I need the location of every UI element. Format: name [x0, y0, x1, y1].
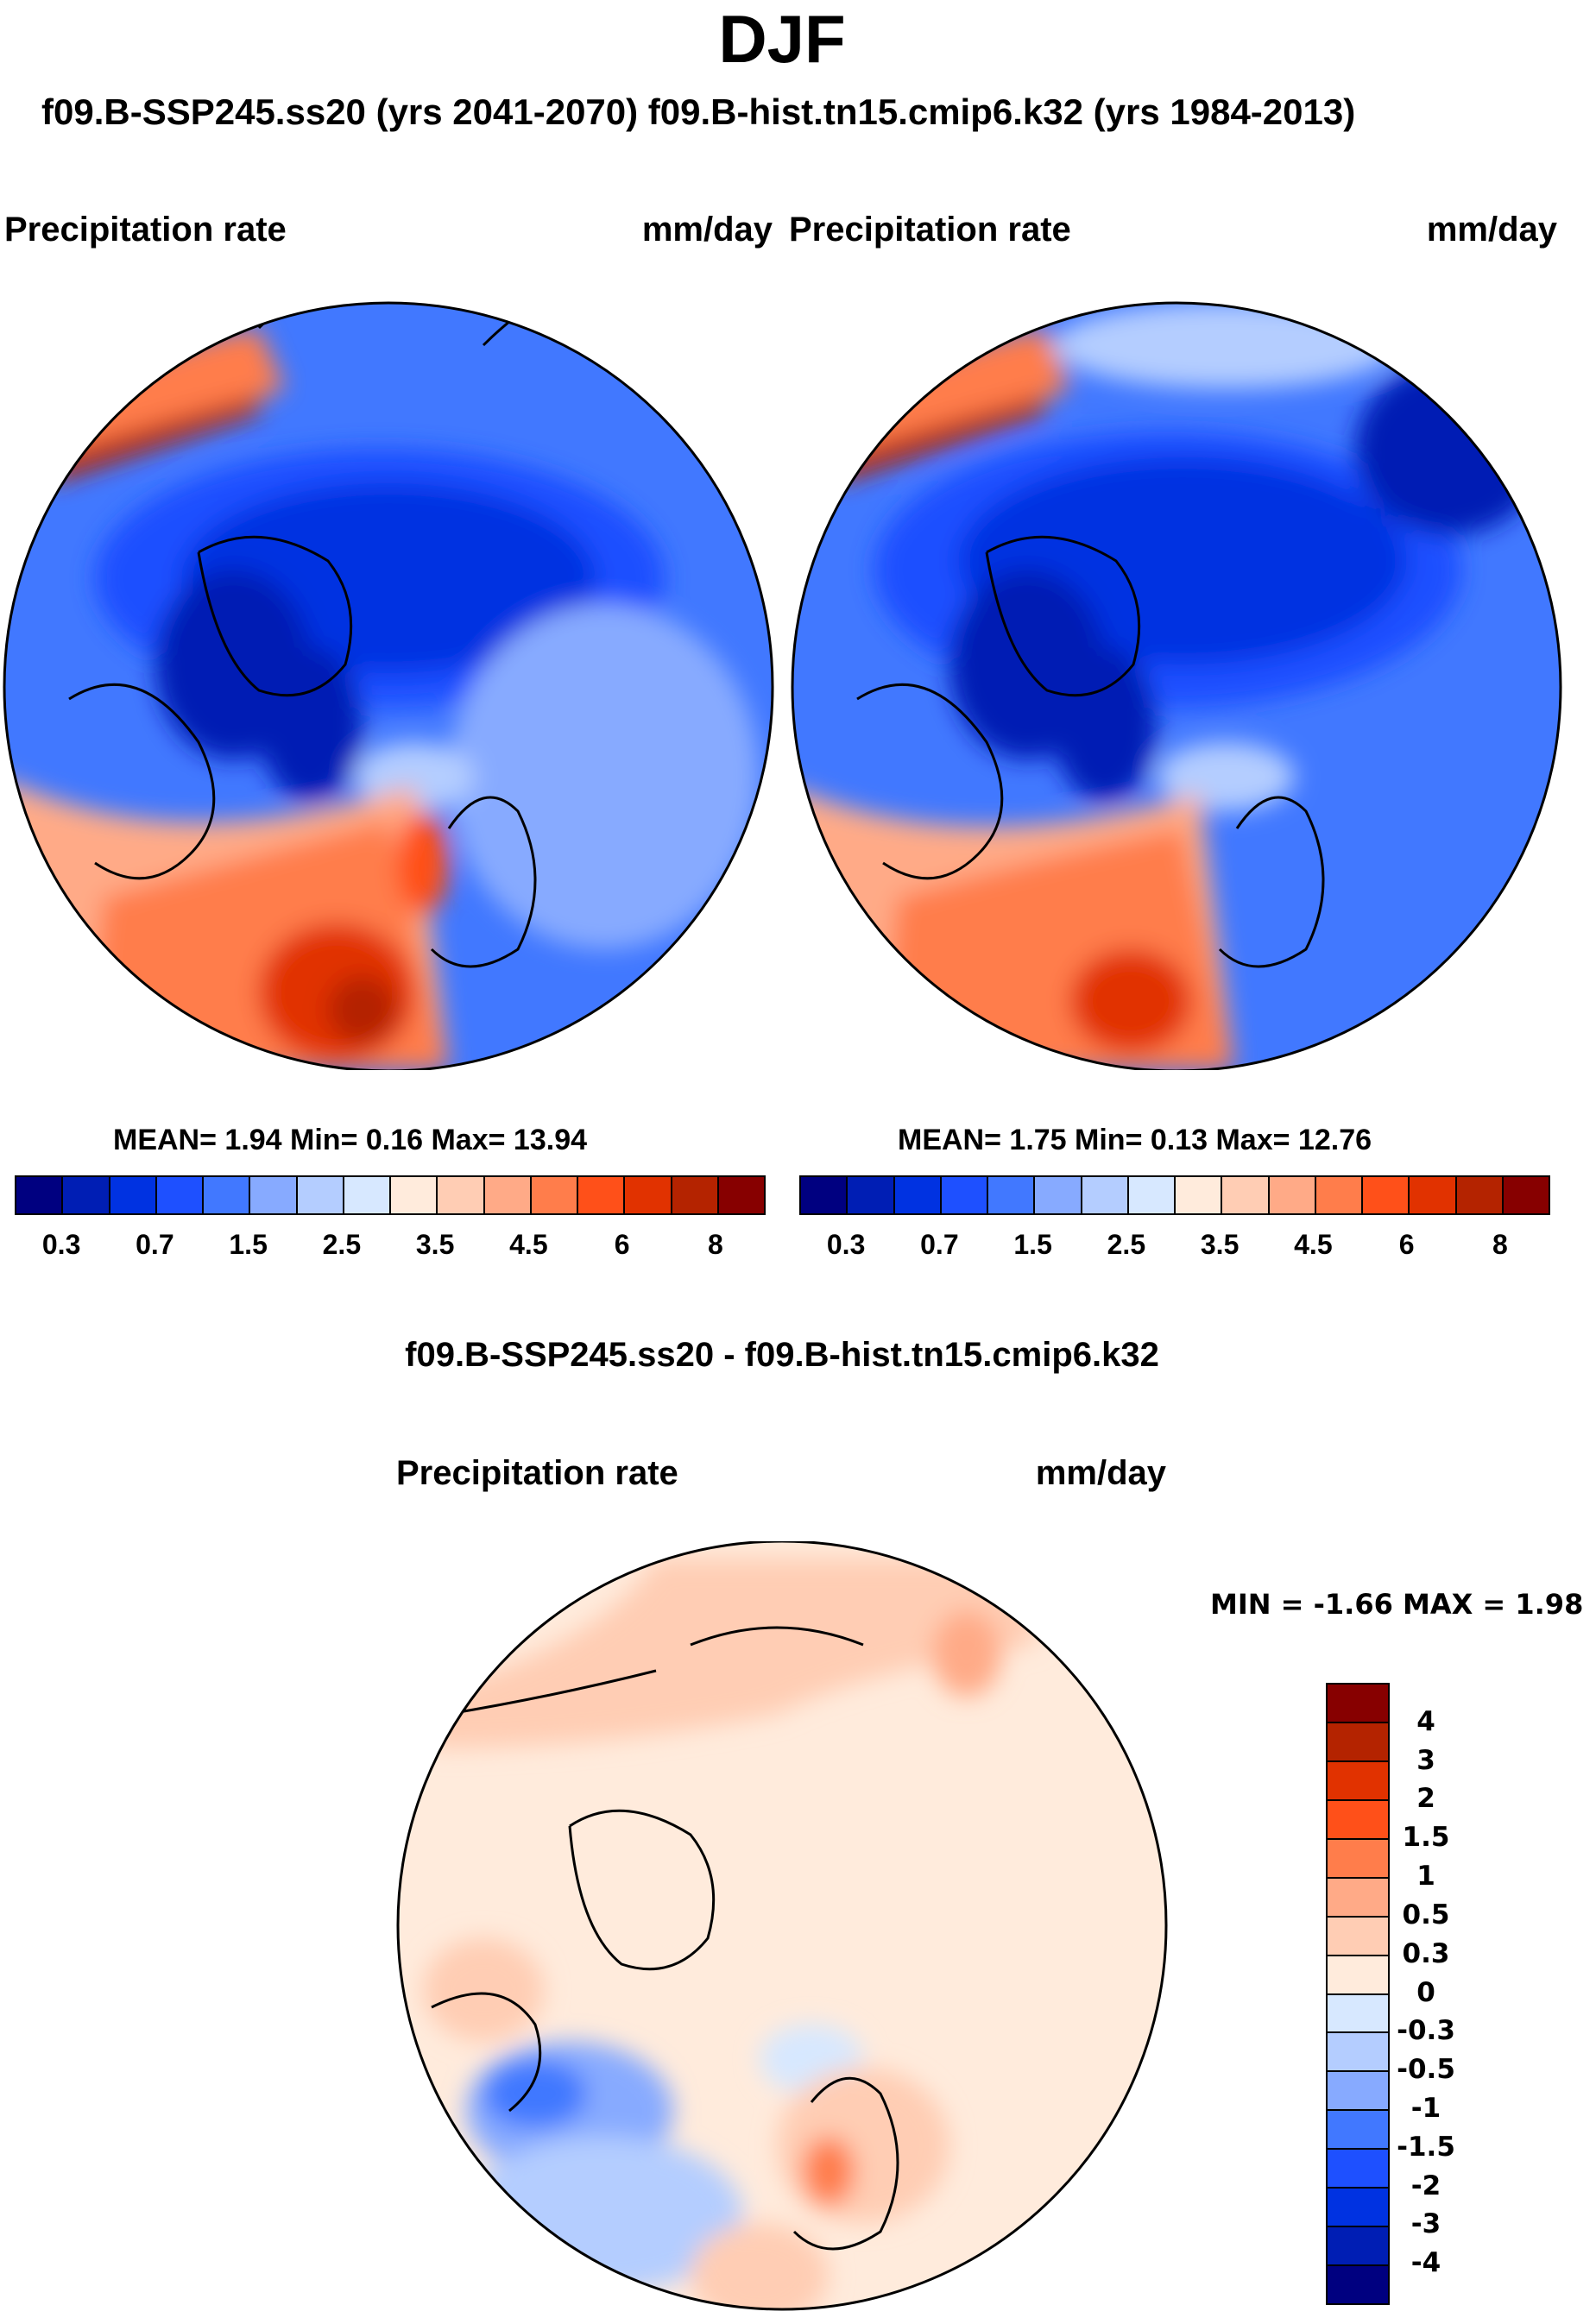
colorbar-label: 4.5: [509, 1229, 548, 1260]
diff-panel-units: mm/day: [1035, 1454, 1166, 1492]
colorbar-box: [204, 1177, 251, 1213]
colorbar-label: 0.7: [920, 1229, 959, 1260]
right-precip-map: [792, 303, 1561, 1070]
colorbar-box: [1328, 1839, 1388, 1879]
colorbar-box: [1176, 1177, 1223, 1213]
colorbar-label: -0.5: [1397, 2054, 1455, 2086]
colorbar-box: [1328, 1761, 1388, 1801]
right-panel-units: mm/day: [1426, 211, 1557, 249]
diff-map-svg: [396, 1541, 1168, 2311]
colorbar-label: 1.5: [229, 1229, 268, 1260]
colorbar-label: 0.3: [1402, 1937, 1450, 1969]
colorbar-label: 0.7: [136, 1229, 174, 1260]
colorbar-box: [1035, 1177, 1082, 1213]
colorbar-box: [848, 1177, 895, 1213]
colorbar-label: 2.5: [322, 1229, 362, 1260]
colorbar-label: 2.5: [1107, 1229, 1146, 1260]
subtitle: f09.B-SSP245.ss20 (yrs 2041-2070) f09.B-…: [41, 91, 1356, 132]
colorbar-box: [578, 1177, 626, 1213]
right-colorbar: [799, 1175, 1550, 1215]
colorbar-label: -4: [1410, 2247, 1441, 2279]
colorbar-box: [1328, 1994, 1388, 2034]
colorbar-box: [297, 1177, 344, 1213]
colorbar-label: 1.5: [1013, 1229, 1052, 1260]
colorbar-box: [625, 1177, 672, 1213]
diff-title: f09.B-SSP245.ss20 - f09.B-hist.tn15.cmip…: [405, 1336, 1159, 1374]
colorbar-label: 0: [1416, 1976, 1435, 2008]
colorbar-label: 3: [1416, 1744, 1435, 1776]
colorbar-box: [1328, 2266, 1388, 2303]
left-stats: MEAN= 1.94 Min= 0.16 Max= 13.94: [113, 1124, 588, 1156]
left-panel-title: Precipitation rate: [4, 211, 287, 249]
colorbar-box: [344, 1177, 391, 1213]
colorbar-box: [156, 1177, 204, 1213]
colorbar-box: [1328, 2111, 1388, 2151]
diff-panel-title: Precipitation rate: [396, 1454, 678, 1492]
colorbar-box: [1082, 1177, 1129, 1213]
colorbar-box: [1269, 1177, 1316, 1213]
colorbar-box: [1222, 1177, 1270, 1213]
colorbar-box: [1328, 1878, 1388, 1918]
left-colorbar: [15, 1175, 766, 1215]
colorbar-box: [1363, 1177, 1410, 1213]
colorbar-box: [391, 1177, 438, 1213]
right-panel-title: Precipitation rate: [789, 211, 1071, 249]
colorbar-label: 0.3: [826, 1229, 866, 1260]
right-stats: MEAN= 1.75 Min= 0.13 Max= 12.76: [898, 1124, 1372, 1156]
colorbar-box: [1503, 1177, 1549, 1213]
colorbar-label: 2: [1416, 1783, 1435, 1815]
colorbar-box: [1328, 1723, 1388, 1762]
colorbar-box: [941, 1177, 988, 1213]
colorbar-label: -1: [1410, 2092, 1441, 2124]
colorbar-label: -2: [1410, 2170, 1441, 2201]
colorbar-box: [1328, 2227, 1388, 2267]
colorbar-box: [801, 1177, 848, 1213]
colorbar-label: 4.5: [1294, 1229, 1333, 1260]
colorbar-label: 0.5: [1402, 1899, 1450, 1930]
colorbar-box: [110, 1177, 157, 1213]
colorbar-label: 6: [614, 1229, 630, 1260]
colorbar-label: 1: [1416, 1861, 1435, 1893]
colorbar-box: [250, 1177, 298, 1213]
diff-minmax: MIN = -1.66 MAX = 1.98: [1210, 1588, 1584, 1621]
diff-precip-map: [398, 1541, 1166, 2309]
left-panel-units: mm/day: [641, 211, 773, 249]
colorbar-box: [1328, 1917, 1388, 1956]
main-title: DJF: [718, 1, 846, 77]
colorbar-label: 0.3: [41, 1229, 81, 1260]
colorbar-box: [1328, 2189, 1388, 2228]
colorbar-label: 8: [1492, 1229, 1508, 1260]
colorbar-box: [1328, 2033, 1388, 2073]
colorbar-label: 3.5: [1200, 1229, 1240, 1260]
colorbar-label: 8: [707, 1229, 723, 1260]
colorbar-box: [484, 1177, 532, 1213]
colorbar-box: [1328, 1956, 1388, 1995]
colorbar-box: [1456, 1177, 1504, 1213]
colorbar-box: [1328, 1685, 1388, 1723]
colorbar-box: [1328, 1800, 1388, 1840]
diff-colorbar: [1326, 1683, 1390, 2305]
colorbar-box: [16, 1177, 64, 1213]
colorbar-box: [1410, 1177, 1457, 1213]
colorbar-label: -1.5: [1397, 2131, 1455, 2163]
colorbar-label: -3: [1410, 2208, 1441, 2240]
colorbar-label: 1.5: [1402, 1822, 1450, 1854]
left-precip-map: [4, 303, 773, 1070]
colorbar-box: [988, 1177, 1036, 1213]
colorbar-label: -0.3: [1397, 2015, 1455, 2047]
colorbar-box: [1328, 2150, 1388, 2189]
colorbar-box: [531, 1177, 578, 1213]
top-maps: [3, 301, 1562, 1070]
colorbar-box: [718, 1177, 764, 1213]
colorbar-box: [672, 1177, 719, 1213]
colorbar-label: 4: [1416, 1705, 1435, 1737]
colorbar-label: 3.5: [415, 1229, 455, 1260]
colorbar-box: [1128, 1177, 1176, 1213]
colorbar-box: [438, 1177, 485, 1213]
colorbar-box: [63, 1177, 110, 1213]
colorbar-box: [894, 1177, 942, 1213]
colorbar-box: [1328, 2072, 1388, 2112]
colorbar-label: 6: [1398, 1229, 1415, 1260]
colorbar-box: [1315, 1177, 1363, 1213]
